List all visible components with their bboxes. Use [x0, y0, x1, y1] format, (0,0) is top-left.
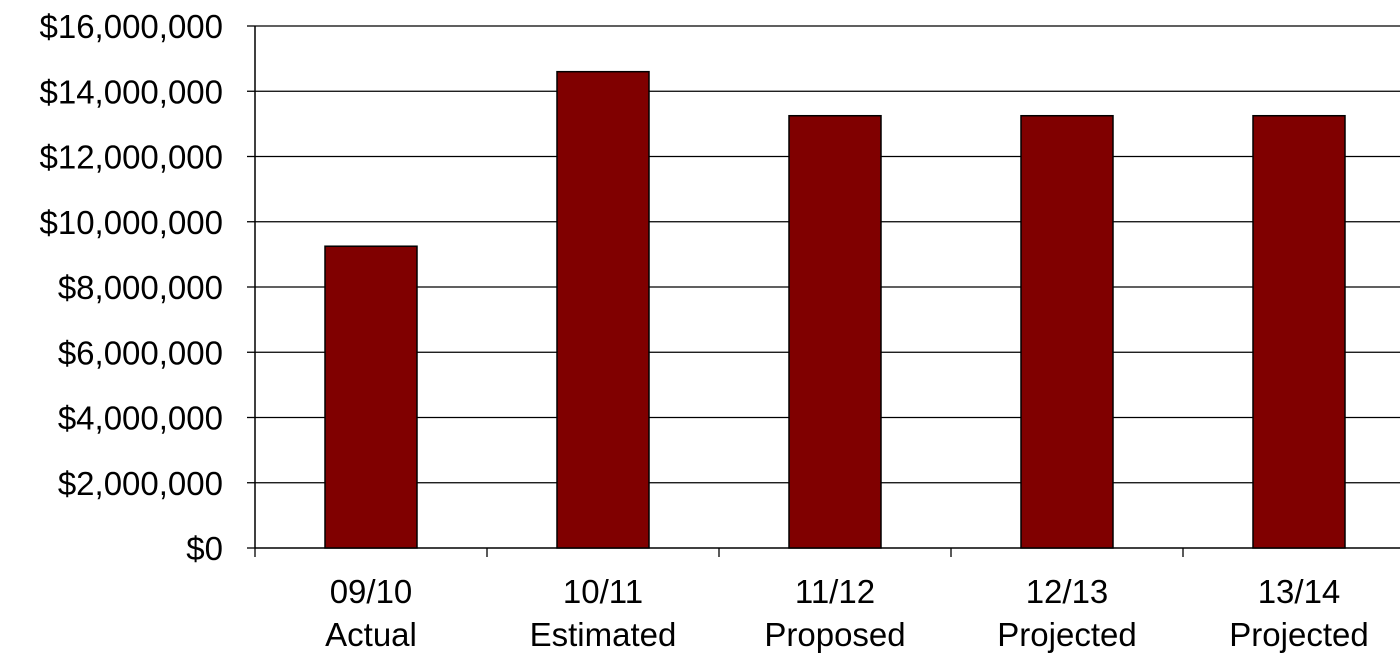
x-tick-label: 13/14 Projected	[1229, 573, 1368, 653]
y-tick-label: $14,000,000	[39, 73, 223, 110]
x-tick-labels: 09/10 Actual 10/11 Estimated 11/12 Proposed 12…	[325, 573, 1369, 653]
y-tick-label: $0	[186, 530, 223, 567]
bars	[324, 70, 1346, 549]
bar	[788, 114, 882, 549]
x-tick-label: 11/12 Proposed	[764, 573, 905, 653]
y-tick-label: $10,000,000	[39, 204, 223, 241]
x-tick-label: 10/11 Estimated	[530, 573, 677, 653]
y-tick-label: $8,000,000	[58, 269, 223, 306]
bar	[324, 245, 418, 549]
y-tick-label: $16,000,000	[39, 8, 223, 45]
x-tick-label: 12/13 Projected	[997, 573, 1136, 653]
y-tick-labels: $0 $2,000,000 $4,000,000 $6,000,000 $8,000,0…	[39, 8, 223, 567]
y-tick-label: $4,000,000	[58, 400, 223, 437]
y-tick-label: $6,000,000	[58, 334, 223, 371]
bar	[1020, 114, 1114, 549]
x-tick-label: 09/10 Actual	[325, 573, 417, 653]
y-tick-label: $12,000,000	[39, 139, 223, 176]
bar	[556, 70, 650, 549]
y-tick-label: $2,000,000	[58, 465, 223, 502]
bar	[1252, 114, 1346, 549]
